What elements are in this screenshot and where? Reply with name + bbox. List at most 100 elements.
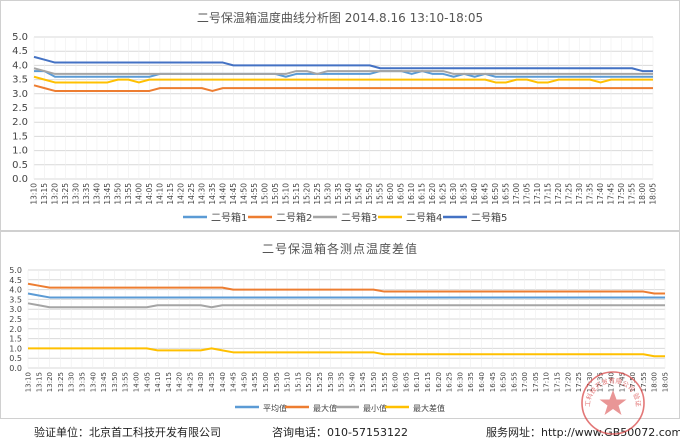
x-tick-label: 16:50 [500,372,508,392]
y-tick-label: 4.0 [12,60,28,71]
x-tick-label: 17:45 [618,372,626,392]
x-tick-label: 17:20 [554,183,563,205]
x-tick-label: 14:25 [187,183,196,205]
x-tick-label: 15:45 [355,183,364,205]
x-tick-label: 17:05 [523,183,532,205]
x-tick-label: 15:40 [348,372,356,392]
y-tick-label: 2.0 [12,117,28,128]
series-line [27,292,665,299]
x-tick-label: 17:05 [532,372,540,392]
x-tick-label: 15:00 [262,372,270,392]
y-tick-label: 3.0 [9,305,22,314]
x-tick-label: 17:55 [628,183,637,205]
x-tick-label: 17:00 [512,183,521,205]
series-line [34,70,653,78]
series-line [27,302,665,309]
series-line [33,67,653,75]
x-tick-label: 14:50 [240,372,248,392]
x-tick-label: 17:20 [564,372,572,392]
x-tick-label: 15:45 [359,372,367,392]
x-tick-label: 14:35 [208,183,217,205]
x-tick-label: 14:30 [197,183,206,205]
y-tick-label: 2.5 [12,103,28,114]
x-tick-label: 16:40 [470,183,479,205]
x-tick-label: 15:30 [323,183,332,205]
y-tick-label: 1.0 [12,146,28,157]
series-line [27,282,665,295]
x-tick-label: 13:40 [89,372,97,392]
x-tick-label: 13:20 [50,183,59,205]
legend-label: 二号箱5 [471,211,507,224]
y-tick-label: 3.5 [9,295,22,304]
legend-label: 二号箱2 [276,211,312,224]
y-tick-label: 1.0 [9,344,22,353]
x-tick-label: 13:20 [46,372,54,392]
x-tick-label: 16:20 [435,372,443,392]
x-tick-label: 14:35 [208,372,216,392]
y-tick-label: 2.0 [9,325,22,334]
footer-verifier: 验证单位：北京首工科技开发有限公司 [34,426,221,439]
y-tick-label: 0.0 [12,174,28,185]
x-tick-label: 15:20 [305,372,313,392]
x-tick-label: 14:05 [143,372,151,392]
x-tick-label: 17:15 [554,372,562,392]
x-tick-label: 18:05 [662,372,670,392]
x-tick-label: 16:50 [491,183,500,205]
x-tick-label: 16:00 [392,372,400,392]
x-tick-label: 14:45 [229,183,238,205]
x-tick-label: 13:40 [92,183,101,205]
x-tick-label: 14:50 [239,183,248,205]
y-tick-label: 2.5 [9,315,22,324]
x-tick-label: 15:05 [273,372,281,392]
x-tick-label: 17:40 [596,183,605,205]
temperature-difference-chart: 0.00.51.01.52.02.53.03.54.04.55.013:10 13… [9,266,670,413]
x-tick-label: 15:35 [338,372,346,392]
y-tick-label: 0.5 [12,160,28,171]
x-tick-label: 16:00 [386,183,395,205]
y-tick-label: 4.0 [9,286,22,295]
x-tick-label: 17:50 [629,372,637,392]
x-tick-label: 15:55 [381,372,389,392]
x-tick-label: 13:15 [40,183,49,205]
x-tick-label: 15:55 [376,183,385,205]
x-tick-label: 17:10 [543,372,551,392]
x-tick-label: 15:40 [344,183,353,205]
footer: 验证单位：北京首工科技开发有限公司 咨询电话：010-57153122 服务网址… [0,420,680,440]
x-tick-label: 13:30 [71,183,80,205]
series-line [33,55,653,73]
y-tick-label: 4.5 [9,276,22,285]
x-tick-label: 17:50 [617,183,626,205]
temperature-curve-chart: 0.00.51.01.52.02.53.03.54.04.55.013:10 13… [12,32,657,224]
y-tick-label: 1.5 [12,131,28,142]
x-tick-label: 15:15 [292,183,301,205]
x-tick-label: 17:35 [586,183,595,205]
legend-label: 最小值 [363,403,387,413]
series-line [33,84,653,92]
x-tick-label: 13:45 [100,372,108,392]
footer-website[interactable]: 服务网址：http://www.GB50072.com [486,426,680,439]
x-tick-label: 16:25 [446,372,454,392]
x-tick-label: 13:25 [57,372,65,392]
x-tick-label: 17:35 [597,372,605,392]
legend-label: 最大差值 [413,403,445,413]
y-tick-label: 1.5 [9,335,22,344]
y-tick-label: 5.0 [9,266,22,275]
x-tick-label: 15:15 [294,372,302,392]
x-tick-label: 15:25 [313,183,322,205]
x-tick-label: 18:00 [651,372,659,392]
x-tick-label: 14:10 [154,372,162,392]
seal-star-icon [599,390,627,415]
x-tick-label: 14:15 [166,183,175,205]
x-tick-label: 14:20 [176,372,184,392]
legend-label: 二号箱1 [211,211,247,224]
x-tick-label: 13:25 [61,183,70,205]
x-tick-label: 16:35 [460,183,469,205]
x-tick-label: 16:30 [449,183,458,205]
chart-title: 二号保温箱各测点温度差值 [261,242,418,256]
x-tick-label: 14:40 [219,372,227,392]
x-tick-label: 13:50 [113,183,122,205]
x-tick-label: 16:55 [510,372,518,392]
x-tick-label: 17:55 [640,372,648,392]
x-tick-label: 16:05 [402,372,410,392]
x-tick-label: 14:30 [197,372,205,392]
